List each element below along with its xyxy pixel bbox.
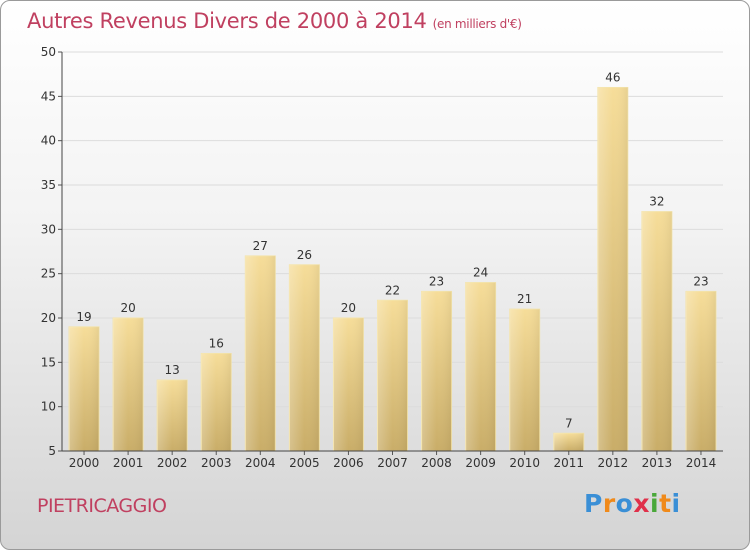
value-label-2009: 24 xyxy=(473,266,488,280)
value-label-2014: 23 xyxy=(693,274,708,288)
value-label-2003: 16 xyxy=(209,336,224,350)
value-label-2010: 21 xyxy=(517,292,532,306)
bar-shade-2002 xyxy=(157,380,188,451)
logo-letter: i xyxy=(671,489,681,518)
tick-label-x-2008: 2008 xyxy=(421,456,452,470)
logo-letter: o xyxy=(615,489,634,518)
value-label-2007: 22 xyxy=(385,283,400,297)
logo-letter: r xyxy=(602,489,616,518)
city-name: PIETRICAGGIO xyxy=(37,495,167,517)
bar-shade-2008 xyxy=(421,291,452,451)
logo-letter: i xyxy=(650,489,660,518)
tick-label-y-10: 10 xyxy=(41,400,56,414)
value-label-2008: 23 xyxy=(429,274,444,288)
value-labels: 19 20 13 16 27 26 20 22 23 24 21 7 46 32 23 xyxy=(76,70,708,430)
tick-label-x-2004: 2004 xyxy=(245,456,276,470)
bar-shade-2006 xyxy=(333,318,364,451)
value-label-2011: 7 xyxy=(565,416,573,430)
chart-subtitle: (en milliers d'€) xyxy=(432,17,522,31)
tick-label-x-2009: 2009 xyxy=(465,456,496,470)
bar-shade-2009 xyxy=(465,282,496,451)
bar-shade-2003 xyxy=(201,353,232,451)
bar-shade-2010 xyxy=(509,309,540,451)
proxiti-logo: Proxiti xyxy=(584,489,681,518)
bar-shade-2000 xyxy=(69,326,100,451)
bar-shade-2013 xyxy=(641,211,672,451)
tick-label-x-2012: 2012 xyxy=(598,456,629,470)
value-label-2002: 13 xyxy=(165,363,180,377)
tick-label-x-2005: 2005 xyxy=(289,456,320,470)
bar-shade-2012 xyxy=(597,87,628,451)
value-label-2013: 32 xyxy=(649,195,664,209)
tick-label-y-30: 30 xyxy=(41,222,56,236)
logo-letter: t xyxy=(659,489,672,518)
tick-label-x-2000: 2000 xyxy=(69,456,100,470)
logo-letter: P xyxy=(584,489,603,518)
value-label-2012: 46 xyxy=(605,70,620,84)
tick-label-y-20: 20 xyxy=(41,311,56,325)
tick-label-x-2001: 2001 xyxy=(113,456,144,470)
tick-label-y-45: 45 xyxy=(41,89,56,103)
bar-shade-2001 xyxy=(113,318,144,451)
logo-letter: x xyxy=(633,489,650,518)
bar-shade-2004 xyxy=(245,255,276,451)
tick-label-y-5: 5 xyxy=(48,444,56,458)
bars xyxy=(68,86,717,452)
tick-label-x-2006: 2006 xyxy=(333,456,364,470)
bar-shade-2005 xyxy=(289,264,320,451)
value-label-2006: 20 xyxy=(341,301,356,315)
tick-label-y-40: 40 xyxy=(41,134,56,148)
value-label-2001: 20 xyxy=(120,301,135,315)
tick-label-x-2010: 2010 xyxy=(509,456,540,470)
tick-label-x-2003: 2003 xyxy=(201,456,232,470)
bar-shade-2014 xyxy=(685,291,716,451)
value-label-2005: 26 xyxy=(297,248,312,262)
tick-label-x-2011: 2011 xyxy=(553,456,584,470)
tick-label-y-50: 50 xyxy=(41,45,56,59)
value-label-2004: 27 xyxy=(253,239,268,253)
bar-shade-2011 xyxy=(553,433,584,451)
value-label-2000: 19 xyxy=(76,310,91,324)
tick-label-x-2014: 2014 xyxy=(686,456,717,470)
axes: 5 10 15 20 25 30 35 40 45 50 2000 2001 2002 2003 2004 2… xyxy=(41,45,723,470)
tick-label-y-15: 15 xyxy=(41,355,56,369)
tick-label-y-35: 35 xyxy=(41,178,56,192)
chart-title: Autres Revenus Divers de 2000 à 2014 (en … xyxy=(27,9,522,33)
tick-label-x-2007: 2007 xyxy=(377,456,408,470)
chart-title-text: Autres Revenus Divers de 2000 à 2014 xyxy=(27,9,427,33)
tick-label-x-2002: 2002 xyxy=(157,456,188,470)
tick-label-y-25: 25 xyxy=(41,267,56,281)
bar-shade-2007 xyxy=(377,300,408,451)
tick-label-x-2013: 2013 xyxy=(642,456,673,470)
